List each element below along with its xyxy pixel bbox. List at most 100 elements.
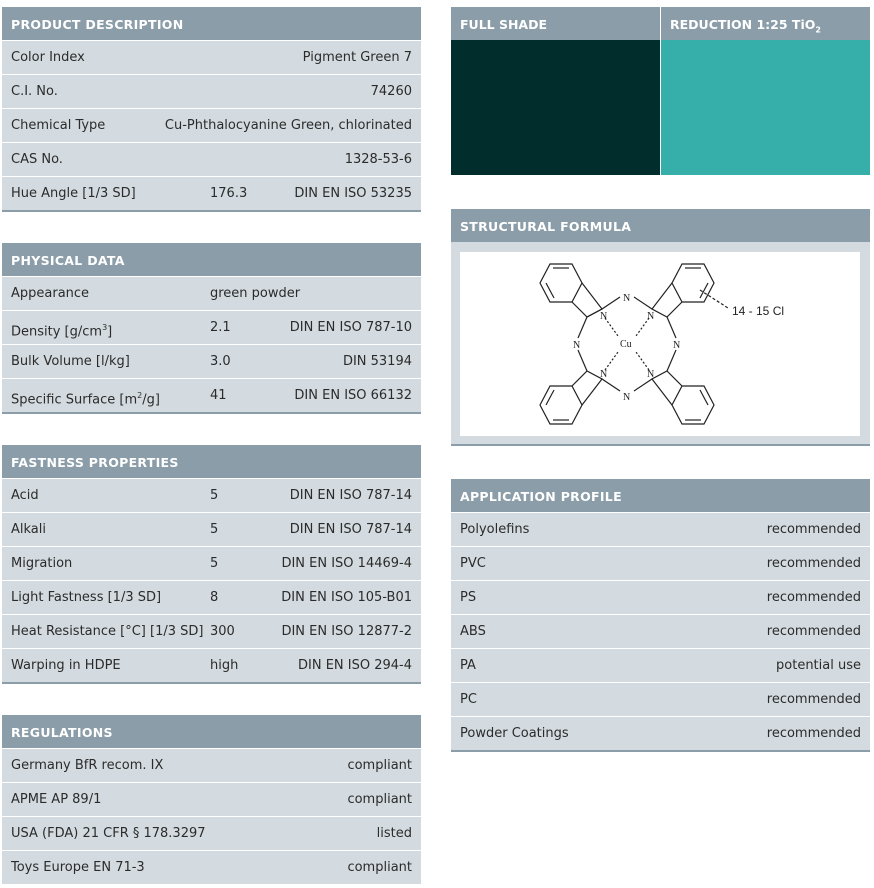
row-label: PS	[460, 590, 477, 605]
row-label: Migration	[11, 556, 73, 571]
row-status: listed	[376, 826, 412, 841]
row-value: 5	[210, 488, 219, 503]
row-status: compliant	[347, 860, 412, 875]
row-label: CAS No.	[11, 152, 63, 167]
table-row: Warping in HDPE high DIN EN ISO 294-4	[2, 648, 421, 682]
row-label: PVC	[460, 556, 486, 571]
row-status: recommended	[766, 522, 861, 537]
row-status: recommended	[766, 726, 861, 741]
label-text: /g]	[142, 392, 160, 408]
row-standard: Pigment Green 7	[302, 50, 412, 65]
row-label: PA	[460, 658, 476, 673]
divider	[2, 682, 421, 684]
row-label: Density [g/cm3]	[11, 311, 112, 349]
full-shade-header: FULL SHADE	[451, 7, 660, 40]
atom-label: N	[600, 369, 607, 380]
row-label: Heat Resistance [°C] [1/3 SD]	[11, 624, 204, 639]
label-superscript: 2	[137, 391, 143, 400]
row-standard: DIN EN ISO 53235	[294, 186, 412, 201]
atom-label: N	[623, 392, 630, 403]
row-status: potential use	[776, 658, 861, 673]
table-row: Specific Surface [m2/g] 41 DIN EN ISO 66…	[2, 378, 421, 412]
divider	[2, 210, 421, 212]
table-row: Germany BfR recom. IX compliant	[2, 748, 421, 782]
reduction-header: REDUCTION 1:25 TiO2	[660, 7, 870, 40]
row-standard: DIN 53194	[342, 354, 412, 369]
row-value: green powder	[210, 286, 301, 301]
row-label: Specific Surface [m2/g]	[11, 379, 160, 417]
row-label: Warping in HDPE	[11, 658, 121, 673]
row-status: recommended	[766, 692, 861, 707]
table-row: PVC recommended	[451, 546, 870, 580]
product-description-panel: PRODUCT DESCRIPTION Color Index Pigment …	[2, 7, 421, 212]
phthalocyanine-structure-diagram: N N N N N N N N Cu 14 - 15 Cl	[539, 263, 784, 425]
atom-label: N	[623, 293, 630, 304]
row-value: 2.1	[210, 320, 231, 335]
fastness-properties-panel: FASTNESS PROPERTIES Acid 5 DIN EN ISO 78…	[2, 445, 421, 684]
divider	[451, 750, 870, 752]
application-profile-panel: APPLICATION PROFILE Polyolefins recommen…	[451, 479, 870, 752]
row-label: Polyolefins	[460, 522, 530, 537]
row-label: Light Fastness [1/3 SD]	[11, 590, 162, 605]
row-status: compliant	[347, 758, 412, 773]
row-label: APME AP 89/1	[11, 792, 102, 807]
row-standard: 74260	[370, 84, 412, 99]
row-status: recommended	[766, 624, 861, 639]
table-row: Powder Coatings recommended	[451, 716, 870, 750]
table-row: Appearance green powder	[2, 276, 421, 310]
row-standard: DIN EN ISO 787-14	[289, 522, 412, 537]
table-row: CAS No. 1328-53-6	[2, 142, 421, 176]
regulations-panel: REGULATIONS Germany BfR recom. IX compli…	[2, 715, 421, 884]
row-standard: Cu-Phthalocyanine Green, chlorinated	[164, 118, 412, 133]
table-row: PC recommended	[451, 682, 870, 716]
row-label: C.I. No.	[11, 84, 58, 99]
table-row: Chemical Type Cu-Phthalocyanine Green, c…	[2, 108, 421, 142]
row-value: 5	[210, 556, 219, 571]
label-text: Density [g/cm	[11, 324, 103, 340]
copper-atom-label: Cu	[620, 339, 632, 350]
atom-label: N	[600, 311, 607, 322]
fastness-properties-header: FASTNESS PROPERTIES	[2, 445, 421, 478]
table-row: PA potential use	[451, 648, 870, 682]
row-standard: DIN EN ISO 787-10	[289, 320, 412, 335]
physical-data-header: PHYSICAL DATA	[2, 243, 421, 276]
table-row: Acid 5 DIN EN ISO 787-14	[2, 478, 421, 512]
row-value: 41	[210, 388, 227, 403]
table-row: Heat Resistance [°C] [1/3 SD] 300 DIN EN…	[2, 614, 421, 648]
row-label: Germany BfR recom. IX	[11, 758, 164, 773]
row-label: Toys Europe EN 71-3	[11, 860, 145, 875]
table-row: Color Index Pigment Green 7	[2, 40, 421, 74]
row-standard: DIN EN ISO 12877-2	[281, 624, 412, 639]
row-standard: 1328-53-6	[344, 152, 412, 167]
product-description-header: PRODUCT DESCRIPTION	[2, 7, 421, 40]
row-standard: DIN EN ISO 66132	[294, 388, 412, 403]
label-text: Specific Surface [m	[11, 392, 138, 408]
row-label: PC	[460, 692, 477, 707]
row-standard: DIN EN ISO 294-4	[298, 658, 412, 673]
row-standard: DIN EN ISO 105-B01	[281, 590, 412, 605]
atom-label: N	[647, 311, 654, 322]
table-row: Toys Europe EN 71-3 compliant	[2, 850, 421, 884]
table-row: PS recommended	[451, 580, 870, 614]
row-status: recommended	[766, 590, 861, 605]
table-row: Migration 5 DIN EN ISO 14469-4	[2, 546, 421, 580]
structural-formula-panel: STRUCTURAL FORMULA	[451, 209, 870, 446]
regulations-header: REGULATIONS	[2, 715, 421, 748]
shade-panel: FULL SHADE REDUCTION 1:25 TiO2	[451, 7, 870, 175]
row-value: 300	[210, 624, 235, 639]
row-label: Alkali	[11, 522, 46, 537]
row-label: Acid	[11, 488, 39, 503]
chlorine-substituent-label: 14 - 15 Cl	[732, 304, 784, 318]
reduction-subscript: 2	[815, 25, 821, 35]
row-status: compliant	[347, 792, 412, 807]
label-text: ]	[107, 324, 113, 340]
reduction-label: REDUCTION 1:25 TiO	[670, 17, 816, 32]
table-row: Bulk Volume [l/kg] 3.0 DIN 53194	[2, 344, 421, 378]
row-label: USA (FDA) 21 CFR § 178.3297	[11, 826, 206, 841]
row-value: 176.3	[210, 186, 248, 201]
table-row: Density [g/cm3] 2.1 DIN EN ISO 787-10	[2, 310, 421, 344]
table-row: USA (FDA) 21 CFR § 178.3297 listed	[2, 816, 421, 850]
row-label: Powder Coatings	[460, 726, 569, 741]
divider	[451, 444, 870, 446]
full-shade-swatch	[451, 40, 660, 175]
